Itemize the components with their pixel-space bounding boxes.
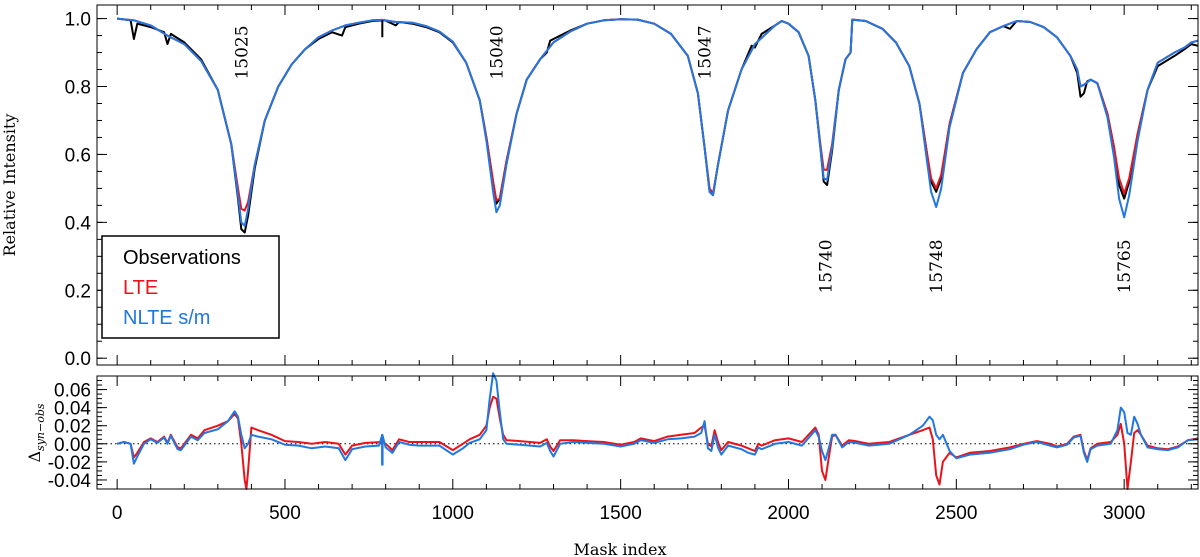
legend-box	[101, 235, 280, 339]
top-ytick-label: 0.8	[65, 78, 91, 99]
legend-lte: LTE	[123, 277, 158, 299]
top-ytick-label: 0.4	[65, 213, 92, 234]
top-series-nlte-s-m	[116, 17, 1199, 227]
bottom-series-group	[116, 372, 1199, 490]
bottom-axis-ticks: -0.04-0.020.000.020.040.06	[48, 380, 1198, 492]
line-label-15040: 15040	[487, 25, 507, 79]
line-label-15047: 15047	[696, 25, 716, 79]
xtick-label: 3000	[1103, 503, 1145, 524]
top-series-group	[116, 17, 1199, 234]
line-label-15765: 15765	[1115, 239, 1135, 293]
line-labels-group: 15025 15040 15047 15740 15748 15765	[232, 25, 1135, 293]
bottom-series-nlte-s-m	[116, 372, 1199, 465]
legend-nlte: NLTE s/m	[123, 307, 210, 329]
bottom-ytick-label: 0.00	[54, 435, 91, 456]
xtick-label: 2500	[935, 503, 977, 524]
legend: Observations LTE NLTE s/m	[101, 235, 280, 339]
bottom-ytick-label: 0.02	[54, 417, 91, 438]
top-ytick-label: 0.2	[65, 281, 91, 302]
bottom-ytick-label: -0.04	[48, 471, 92, 492]
x-axis-title: Mask index	[573, 540, 666, 557]
top-plot-frame	[96, 4, 1199, 366]
bottom-ytick-label: 0.04	[54, 399, 91, 420]
legend-observations: Observations	[123, 247, 241, 269]
top-ytick-label: 1.0	[65, 10, 91, 31]
xtick-label: 2000	[767, 503, 809, 524]
xtick-label: 1000	[432, 503, 474, 524]
bottom-ytick-label: 0.06	[54, 381, 91, 402]
x-axis-ticks: 0 500 1000 1500 2000 2500 3000	[112, 5, 1192, 524]
xtick-label: 1500	[600, 503, 642, 524]
bottom-ylabel-main: Δ	[25, 451, 44, 463]
bottom-ylabel-text: Δsyn−obs	[25, 403, 47, 462]
bottom-ylabel-sub: syn−obs	[34, 403, 47, 451]
line-label-15740: 15740	[816, 239, 836, 293]
xtick-label: 500	[269, 503, 301, 524]
top-ylabel: Relative Intensity	[0, 114, 19, 257]
xtick-label: 0	[112, 503, 123, 524]
line-label-15025: 15025	[232, 25, 252, 79]
line-label-15748: 15748	[927, 239, 947, 293]
top-axis-ticks: 0.0 0.2 0.4 0.6 0.8 1.0	[65, 10, 1198, 370]
top-series-observations	[116, 17, 1199, 234]
bottom-series-lte	[116, 395, 1199, 490]
bottom-ylabel: Δsyn−obs	[25, 403, 47, 462]
top-ytick-label: 0.0	[65, 349, 91, 370]
bottom-panel: -0.04-0.020.000.020.040.06 Δsyn−obs	[25, 372, 1199, 492]
top-ytick-label: 0.6	[65, 145, 91, 166]
bottom-plot-frame	[96, 375, 1199, 490]
top-series-lte	[116, 17, 1199, 212]
bottom-ytick-label: -0.02	[48, 453, 91, 474]
